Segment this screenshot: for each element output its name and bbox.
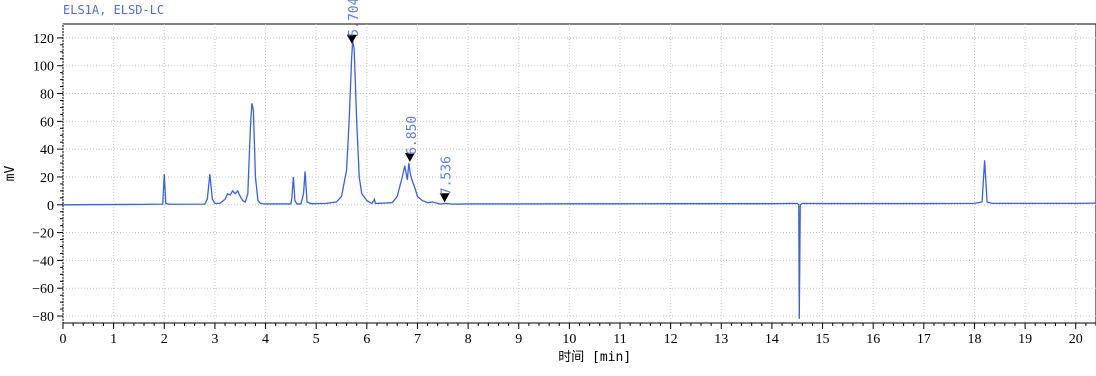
x-tick-label: 4 — [262, 332, 269, 347]
peak-label: 6.850 — [405, 116, 420, 155]
x-tick-label: 11 — [613, 332, 626, 347]
y-tick-label: −40 — [32, 254, 54, 269]
y-tick-label: −60 — [32, 282, 54, 297]
x-tick-label: 17 — [917, 332, 931, 347]
peak-markers: 5.704 6.850 7.536 — [346, 0, 455, 203]
x-tick-label: 1 — [110, 332, 117, 347]
x-tick-label: 16 — [866, 332, 880, 347]
x-tick-label: 10 — [562, 332, 576, 347]
x-tick-label: 5 — [313, 332, 320, 347]
x-tick-label: 8 — [465, 332, 472, 347]
x-tick-label: 13 — [714, 332, 728, 347]
x-axis-label: 时间 [min] — [558, 350, 631, 365]
y-tick-label: 40 — [40, 143, 54, 158]
x-tick-label: 7 — [414, 332, 421, 347]
peak-label: 5.704 — [347, 0, 362, 37]
x-tick-label: 18 — [967, 332, 981, 347]
peak-marker — [439, 193, 450, 203]
y-tick-label: 60 — [40, 115, 54, 130]
plot-area — [62, 23, 1096, 324]
y-tick-label: −20 — [32, 227, 54, 242]
y-axis-label: mV — [3, 166, 18, 182]
peak-marker — [404, 152, 415, 162]
chromatogram-trace — [62, 40, 1096, 319]
tick-marks — [57, 37, 1096, 329]
x-tick-label: 14 — [765, 332, 779, 347]
chart-title: ELS1A, ELSD-LC — [63, 3, 165, 17]
y-tick-label: 20 — [40, 171, 54, 186]
y-tick-labels: 120 100 80 60 40 20 0 −20 −40 −60 −80 — [32, 32, 54, 325]
x-tick-label: 0 — [60, 332, 67, 347]
y-tick-label: −80 — [32, 310, 54, 325]
x-tick-label: 20 — [1069, 332, 1083, 347]
peak-label: 7.536 — [440, 156, 455, 195]
y-tick-label: 0 — [47, 199, 54, 214]
x-tick-label: 6 — [363, 332, 370, 347]
peak-marker — [346, 34, 357, 44]
grid-lines — [62, 24, 1096, 323]
y-tick-label: 100 — [33, 60, 54, 75]
y-tick-label: 120 — [33, 32, 54, 47]
x-tick-labels: 0 1 2 3 4 5 6 7 8 9 10 11 12 13 14 15 16 17 18 19 20 — [60, 332, 1083, 347]
x-tick-label: 2 — [161, 332, 168, 347]
x-tick-label: 19 — [1018, 332, 1032, 347]
x-tick-label: 9 — [515, 332, 522, 347]
x-tick-label: 12 — [664, 332, 678, 347]
x-tick-label: 15 — [816, 332, 830, 347]
y-tick-label: 80 — [40, 88, 54, 103]
x-tick-label: 3 — [211, 332, 218, 347]
